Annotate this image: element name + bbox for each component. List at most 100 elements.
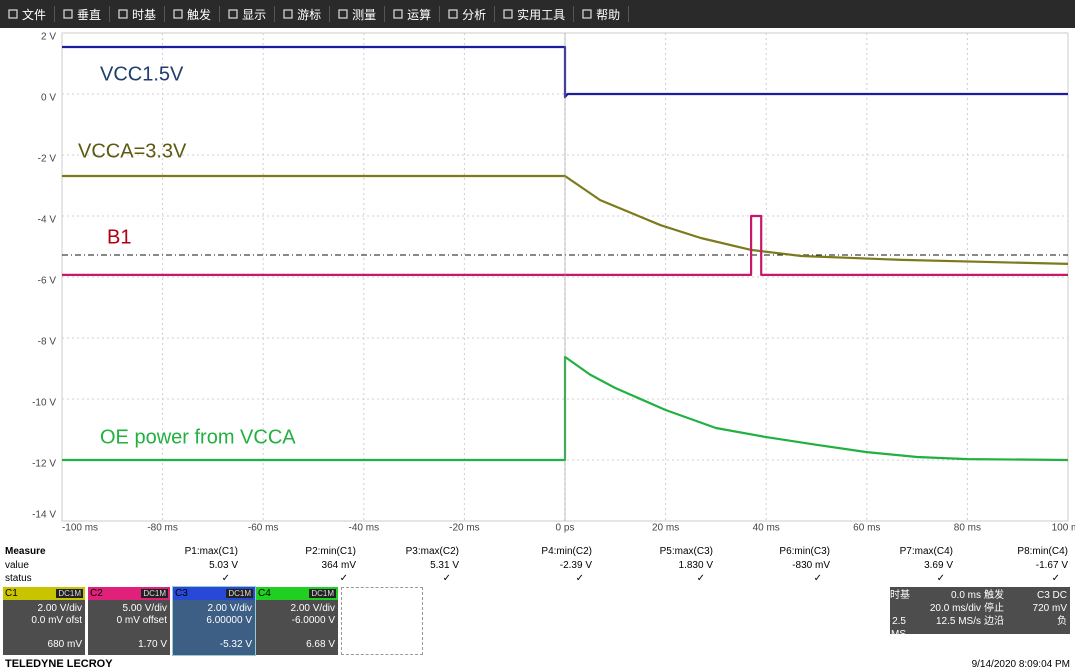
menu-item[interactable]: 游标 (275, 6, 331, 22)
menu-item[interactable]: 文件 (0, 6, 56, 22)
measure-name: P4:min(C2) (541, 546, 592, 557)
measure-status: ✓ (1051, 573, 1060, 584)
menu-label: 触发 (187, 7, 212, 22)
measure-name: P3:max(C2) (405, 546, 459, 557)
channel-setting: 5.00 V/div (122, 603, 167, 614)
channel-setting: 6.00000 V (206, 615, 252, 626)
measure-value: -830 mV (792, 559, 830, 571)
measure-value: 364 mV (321, 559, 356, 571)
icon-shape (448, 9, 458, 19)
menu-icon (228, 9, 238, 19)
y-tick-label: -2 V (38, 154, 57, 165)
timebase-panel[interactable]: 时基 0.0 ms 触发 C3 DC 20.0 ms/div 停止 720 mV… (890, 587, 1070, 640)
menu-bar: 文件 垂直 时基 触发 显示 游标 测量 运算 分析 实用工具 帮助 (0, 0, 1075, 28)
row-label: status (5, 573, 32, 584)
channel-setting: 2.00 V/div (37, 603, 82, 614)
channel-header: C3 DC1M (173, 587, 255, 600)
measure-status: ✓ (339, 573, 348, 584)
measure-value: 5.31 V (430, 559, 459, 571)
channel-setting: 0 mV offset (116, 615, 167, 626)
trigger-level: 720 mV (1032, 603, 1067, 614)
empty-slot[interactable] (341, 587, 423, 655)
channel-setting: 6.68 V (306, 639, 335, 650)
menu-icon (503, 9, 513, 19)
measure-status: ✓ (936, 573, 945, 584)
menu-item[interactable]: 垂直 (55, 6, 111, 22)
trigger-label: 触发 (984, 590, 1004, 601)
icon-shape (8, 9, 18, 19)
measure-status: ✓ (442, 573, 451, 584)
menu-icon (118, 9, 128, 19)
icon-shape (393, 9, 403, 19)
channel-coupling: DC1M (309, 589, 336, 598)
x-tick-label: 20 ms (652, 523, 679, 534)
x-tick-label: -20 ms (449, 523, 480, 534)
measure-name: P6:min(C3) (779, 546, 830, 557)
menu-icon (338, 9, 348, 19)
channel-setting: -6.0000 V (291, 615, 335, 626)
x-tick-label: 100 ms (1052, 523, 1075, 534)
channel-setting: -5.32 V (219, 639, 252, 650)
measure-value: -1.67 V (1035, 559, 1068, 571)
x-tick-label: 60 ms (853, 523, 880, 534)
channel-coupling: DC1M (226, 589, 253, 598)
measure-name: P8:min(C4) (1017, 546, 1068, 557)
icon-shape (63, 9, 73, 19)
timestamp: 9/14/2020 8:09:04 PM (971, 659, 1070, 670)
menu-item[interactable]: 时基 (110, 6, 166, 22)
timebase-samples: 2.5 MS (891, 616, 906, 640)
channel-box[interactable]: C1 DC1M 2.00 V/div 0.0 mV ofst 680 mV (3, 587, 85, 655)
icon-shape (173, 9, 183, 19)
menu-label: 测量 (352, 7, 377, 22)
menu-item[interactable]: 触发 (165, 6, 221, 22)
measure-value: -2.39 V (559, 559, 592, 571)
channel-setting: 0.0 mV ofst (31, 615, 82, 626)
trigger-mode: 停止 (984, 603, 1004, 614)
menu-item[interactable]: 分析 (440, 6, 496, 22)
measure-value: 1.830 V (678, 559, 713, 571)
trace-label: B1 (107, 226, 131, 248)
menu-icon (63, 9, 73, 19)
menu-item[interactable]: 帮助 (574, 6, 630, 22)
y-tick-label: -12 V (32, 459, 56, 470)
measure-value: 3.69 V (924, 559, 953, 571)
menu-item[interactable]: 运算 (385, 6, 441, 22)
measure-title: Measure (5, 546, 46, 557)
channel-setting: 680 mV (47, 639, 82, 650)
menu-item[interactable]: 测量 (330, 6, 386, 22)
icon-shape (503, 9, 513, 19)
trigger-type: 边沿 (984, 616, 1004, 627)
icon-shape (283, 9, 293, 19)
channel-coupling: DC1M (141, 589, 168, 598)
channel-setting: 1.70 V (138, 639, 167, 650)
row-label: value (5, 560, 29, 571)
menu-label: 游标 (297, 7, 322, 22)
y-tick-label: 2 V (41, 32, 56, 43)
menu-label: 实用工具 (517, 7, 566, 22)
channel-name: C2 (90, 588, 103, 599)
timebase-rate: 12.5 MS/s (935, 616, 981, 627)
icon-shape (338, 9, 348, 19)
y-tick-label: -8 V (38, 337, 57, 348)
menu-label: 时基 (132, 7, 157, 22)
x-tick-label: -100 ms (62, 523, 98, 534)
measure-name: P2:min(C1) (305, 546, 356, 557)
menu-label: 垂直 (77, 7, 102, 22)
channel-box[interactable]: C3 DC1M 2.00 V/div 6.00000 V -5.32 V (172, 586, 256, 656)
trigger-slope: 负 (1057, 616, 1067, 627)
menu-item[interactable]: 显示 (220, 6, 276, 22)
icon-shape (228, 9, 238, 19)
menu-item[interactable]: 实用工具 (495, 6, 575, 22)
channel-header: C2 DC1M (88, 587, 170, 600)
menu-icon (582, 9, 592, 19)
measure-status: ✓ (813, 573, 822, 584)
y-tick-label: 0 V (41, 93, 56, 104)
channel-setting: 2.00 V/div (207, 603, 252, 614)
channel-box[interactable]: C4 DC1M 2.00 V/div -6.0000 V 6.68 V (256, 587, 338, 655)
channel-box[interactable]: C2 DC1M 5.00 V/div 0 mV offset 1.70 V (88, 587, 170, 655)
menu-icon (393, 9, 403, 19)
trace (62, 174, 1069, 265)
x-tick-label: 0 ps (556, 523, 575, 534)
trace-label: OE power from VCCA (100, 426, 296, 448)
